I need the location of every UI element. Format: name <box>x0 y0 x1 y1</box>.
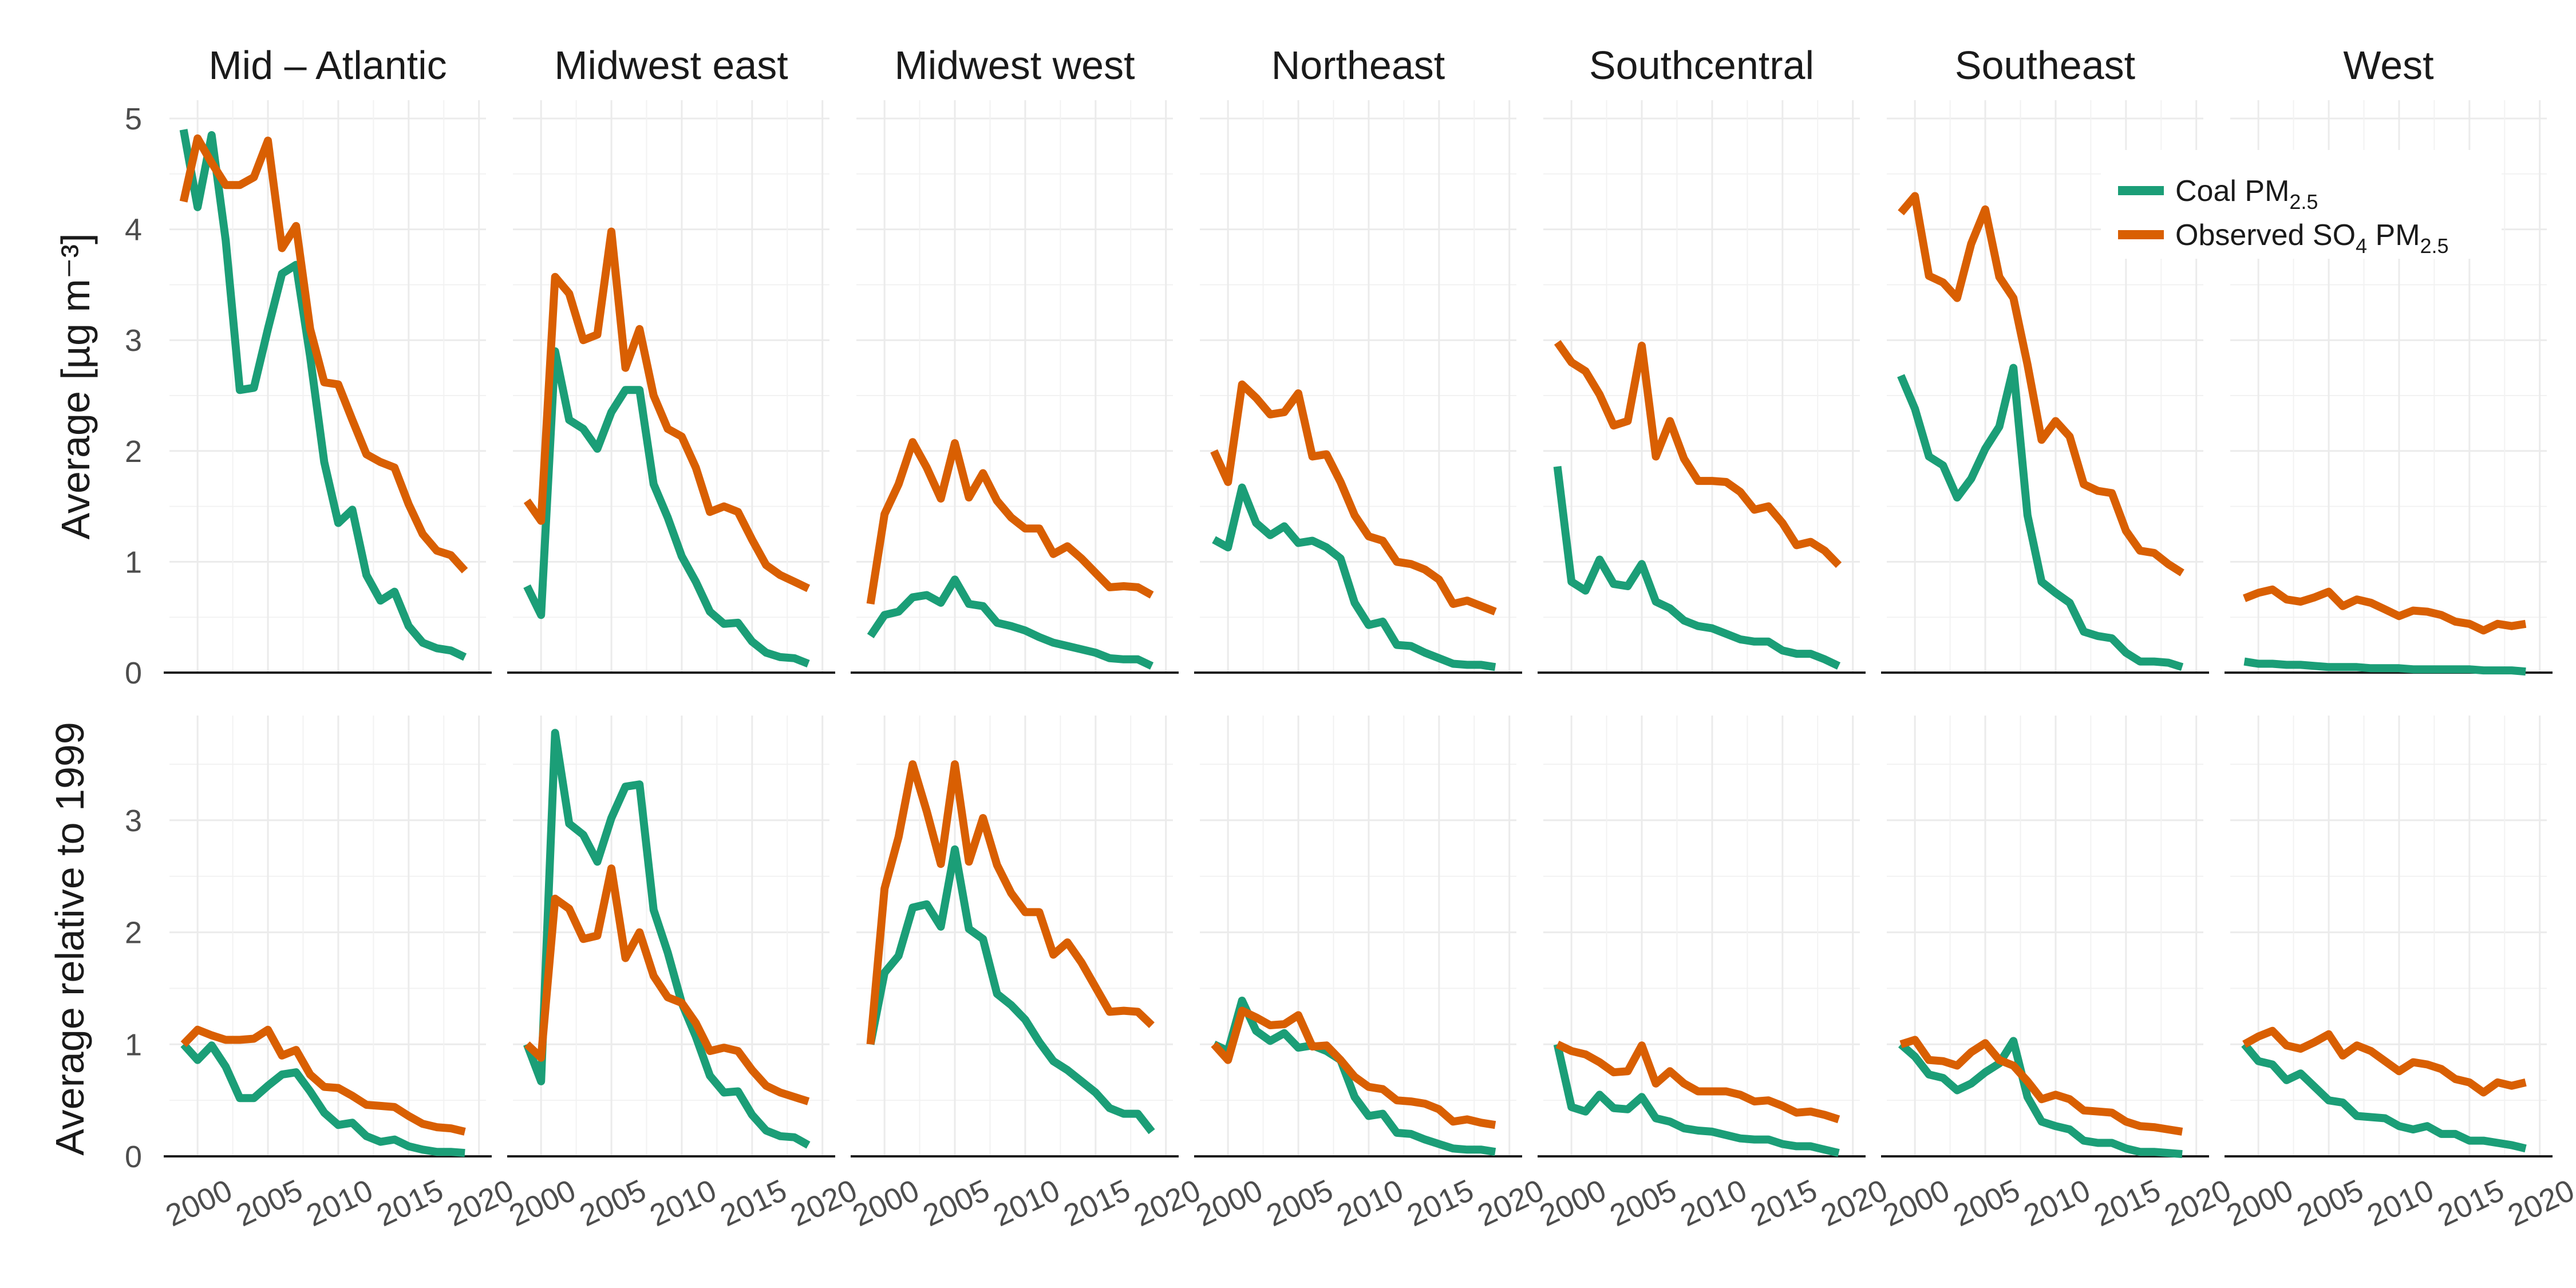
series-line-so4-absolute-southcentral <box>1554 340 1842 568</box>
series-layer <box>179 129 2527 1159</box>
panel-title-mid-atlantic: Mid – Atlantic <box>208 43 447 88</box>
series-line-so4-absolute-midwest-east <box>523 227 811 592</box>
panel-title-midwest-west: Midwest west <box>894 43 1135 88</box>
panel-title-west: West <box>2343 43 2433 88</box>
legend-text-part: PM <box>2367 219 2420 252</box>
series-line-so4-relative-southeast <box>1899 1036 2183 1136</box>
series-line-so4-absolute-west <box>2243 585 2527 635</box>
series-line-coal-relative-mid-atlantic <box>180 1041 465 1157</box>
series-line-coal-relative-midwest-east <box>523 729 811 1149</box>
legend-subscript: 2.5 <box>2420 234 2449 258</box>
y-tick-label: 5 <box>125 102 142 136</box>
series-line-so4-absolute-southeast <box>1898 192 2184 576</box>
legend-label-so4: Observed SO4 PM2.5 <box>2175 219 2449 258</box>
legend-text-part: Coal PM <box>2175 175 2289 208</box>
series-line-so4-relative-midwest-east <box>524 864 810 1105</box>
series-line-so4-relative-midwest-west <box>866 760 1155 1045</box>
series-line-coal-absolute-west <box>2243 657 2526 676</box>
series-line-coal-relative-southeast <box>1898 1037 2183 1159</box>
y-tick-label: 1 <box>125 545 142 579</box>
panel-title-southcentral: Southcentral <box>1589 43 1814 88</box>
panel-title-northeast: Northeast <box>1271 43 1445 88</box>
y-tick-label: 3 <box>125 804 142 838</box>
legend-background <box>2101 150 2502 259</box>
series-line-so4-absolute-northeast <box>1210 380 1497 616</box>
series-line-so4-absolute-mid-atlantic <box>179 134 468 574</box>
grid-layer <box>169 100 2547 1156</box>
series-line-coal-absolute-southeast <box>1897 364 2184 671</box>
y-axis-label-absolute: Average [µg m⁻³] <box>53 233 98 539</box>
y-tick-label: 2 <box>125 434 142 469</box>
legend-subscript: 2.5 <box>2289 190 2318 214</box>
y-tick-label: 4 <box>125 213 142 247</box>
y-axis-label-relative: Average relative to 1999 <box>48 722 92 1156</box>
series-line-coal-relative-northeast <box>1212 997 1496 1156</box>
series-line-coal-absolute-midwest-east <box>523 347 810 668</box>
series-line-so4-relative-mid-atlantic <box>180 1025 466 1136</box>
panel-title-southeast: Southeast <box>1955 43 2135 88</box>
y-tick-label: 2 <box>125 916 142 950</box>
legend-subscript: 4 <box>2356 234 2367 258</box>
series-line-coal-absolute-northeast <box>1212 483 1496 671</box>
series-line-coal-relative-southcentral <box>1553 1043 1840 1157</box>
series-line-so4-relative-northeast <box>1211 1006 1496 1129</box>
y-tick-label: 0 <box>125 656 142 690</box>
y-tick-label: 3 <box>125 323 142 358</box>
legend-text-part: Observed SO <box>2175 219 2356 252</box>
series-line-coal-absolute-southcentral <box>1553 466 1841 670</box>
panel-title-midwest-east: Midwest east <box>554 43 788 88</box>
series-line-coal-relative-west <box>2241 1041 2527 1153</box>
series-line-coal-relative-midwest-west <box>866 845 1155 1135</box>
series-line-so4-absolute-midwest-west <box>866 438 1154 605</box>
legend-label-coal: Coal PM2.5 <box>2175 175 2318 214</box>
y-tick-label: 1 <box>125 1028 142 1062</box>
series-line-coal-absolute-midwest-west <box>867 575 1154 670</box>
series-line-coal-absolute-mid-atlantic <box>179 129 467 661</box>
series-line-so4-relative-southcentral <box>1555 1040 1840 1124</box>
series-line-so4-relative-west <box>2242 1026 2527 1097</box>
y-tick-label: 0 <box>125 1140 142 1174</box>
